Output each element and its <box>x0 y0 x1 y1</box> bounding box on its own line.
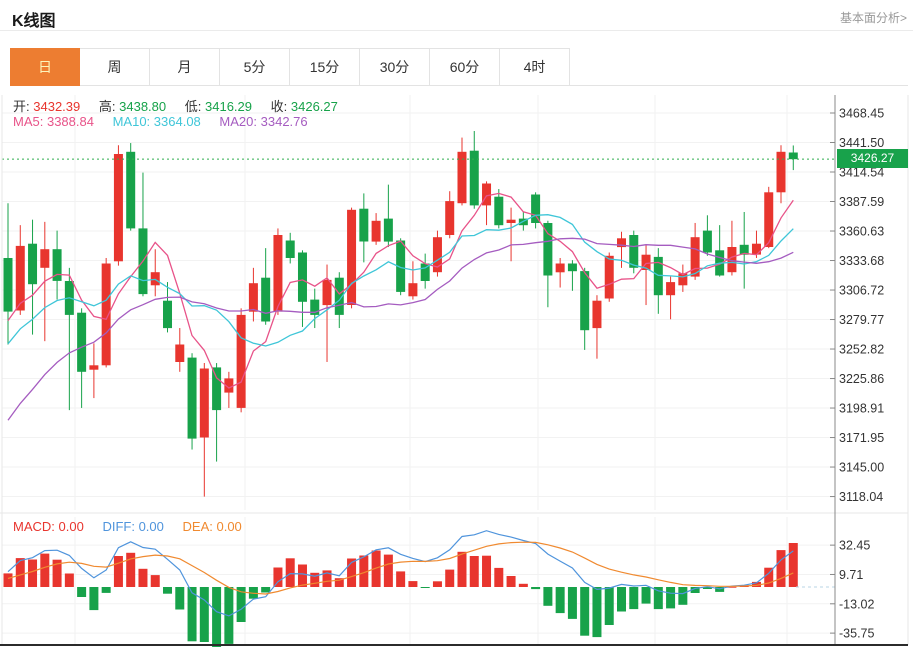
svg-text:3145.00: 3145.00 <box>839 461 884 475</box>
low-value: 3416.29 <box>205 99 252 114</box>
tab-30min[interactable]: 30分 <box>360 48 430 86</box>
ma20-label: MA20: <box>219 114 257 129</box>
svg-text:3468.45: 3468.45 <box>839 107 884 121</box>
svg-text:3333.68: 3333.68 <box>839 254 884 268</box>
svg-text:-35.75: -35.75 <box>839 627 874 641</box>
close-label: 收: <box>270 99 288 114</box>
tab-5min[interactable]: 5分 <box>220 48 290 86</box>
svg-text:9.71: 9.71 <box>839 568 863 582</box>
ma10-label: MA10: <box>112 114 151 129</box>
ma10-value: 3364.08 <box>153 114 201 129</box>
svg-text:3279.77: 3279.77 <box>839 313 884 327</box>
page-title: K线图 <box>12 13 56 30</box>
diff-label: DIFF: <box>102 519 135 534</box>
tab-15min[interactable]: 15分 <box>290 48 360 86</box>
dea-label: DEA: <box>182 519 213 534</box>
svg-text:3118.04: 3118.04 <box>839 490 883 504</box>
tab-month[interactable]: 月 <box>150 48 220 86</box>
tab-4hour[interactable]: 4时 <box>500 48 570 86</box>
low-label: 低: <box>184 99 202 114</box>
svg-text:3306.72: 3306.72 <box>839 284 884 298</box>
close-value: 3426.27 <box>290 99 338 114</box>
macd-label: MACD: <box>13 519 55 534</box>
ma5-label: MA5: <box>13 114 44 129</box>
high-value: 3438.80 <box>119 99 167 114</box>
current-price-badge: 3426.27 <box>837 149 908 168</box>
svg-text:3171.95: 3171.95 <box>839 431 884 445</box>
dea-value: 0.00 <box>216 519 242 534</box>
svg-text:-13.02: -13.02 <box>839 597 874 611</box>
tab-60min[interactable]: 60分 <box>430 48 500 86</box>
diff-value: 0.00 <box>138 519 164 534</box>
high-label: 高: <box>98 99 116 114</box>
svg-text:3387.59: 3387.59 <box>839 195 884 209</box>
svg-text:32.45: 32.45 <box>839 539 870 553</box>
svg-text:3198.91: 3198.91 <box>839 402 884 416</box>
ma20-value: 3342.76 <box>260 114 308 129</box>
ma-row: MA5: 3388.84 MA10: 3364.08 MA20: 3342.76 <box>13 114 308 129</box>
macd-value: 0.00 <box>58 519 84 534</box>
header-divider <box>0 30 913 31</box>
tab-week[interactable]: 周 <box>80 48 150 86</box>
fundamental-analysis-link[interactable]: 基本面分析> <box>839 11 907 25</box>
period-tab-bar: 日 周 月 5分 15分 30分 60分 4时 <box>10 48 908 86</box>
svg-text:3252.82: 3252.82 <box>839 343 884 357</box>
svg-text:3225.86: 3225.86 <box>839 372 884 386</box>
ma5-value: 3388.84 <box>46 114 94 129</box>
svg-text:3360.63: 3360.63 <box>839 225 884 239</box>
svg-text:3414.54: 3414.54 <box>839 166 884 180</box>
svg-text:3441.50: 3441.50 <box>839 136 884 150</box>
open-value: 3432.39 <box>33 99 81 114</box>
macd-row: MACD: 0.00 DIFF: 0.00 DEA: 0.00 <box>13 519 242 534</box>
ohlc-row: 开: 3432.39 高: 3438.80 低: 3416.29 收: 3426… <box>13 96 338 115</box>
open-label: 开: <box>13 99 30 114</box>
tab-day[interactable]: 日 <box>10 48 80 86</box>
